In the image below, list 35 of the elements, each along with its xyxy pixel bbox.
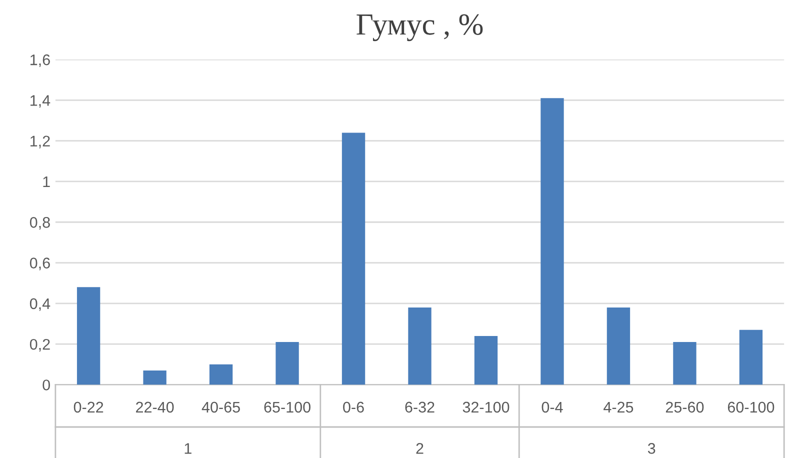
y-tick-label: 0,8: [30, 217, 50, 230]
bar: [408, 307, 432, 385]
y-tick-label: 0: [42, 380, 50, 390]
bar: [474, 336, 498, 385]
text: 1: [184, 443, 192, 454]
bar: [673, 342, 696, 385]
x-tick-label: 6-32: [405, 402, 434, 413]
y-tick-label: 1: [43, 176, 50, 188]
bar: [606, 307, 630, 385]
y-tick-label: 0,6: [30, 258, 50, 270]
bar: [739, 330, 763, 385]
text: 3: [648, 443, 656, 454]
bar: [276, 342, 299, 385]
x-tick-label: 0-4: [542, 402, 563, 413]
y-tick-label: 1,6: [30, 54, 50, 68]
x-tick-label: 0-22: [74, 402, 104, 413]
y-tick-label: 0,2: [30, 338, 50, 352]
y-tick-label: 1,4: [30, 95, 50, 108]
x-tick-label: 0-6: [343, 402, 364, 413]
x-tick-label: 25-60: [666, 402, 704, 413]
bar: [209, 364, 233, 385]
x-tick-label: 32-100: [462, 402, 510, 413]
y-tick-label: 1,2: [30, 136, 50, 148]
chart-title: Гумус , %: [356, 14, 483, 42]
x-tick-label: 22-40: [136, 402, 174, 413]
bar: [76, 287, 100, 385]
text: 2: [416, 443, 424, 454]
x-tick-label: 4-25: [604, 402, 634, 413]
x-tick-label: 40-65: [202, 402, 240, 413]
y-tick-label: 0,4: [30, 298, 50, 311]
bar: [143, 370, 166, 385]
bar: [540, 98, 564, 385]
bar: [342, 132, 366, 385]
x-tick-label: 60-100: [728, 402, 774, 413]
x-tick-label: 65-100: [264, 402, 310, 413]
